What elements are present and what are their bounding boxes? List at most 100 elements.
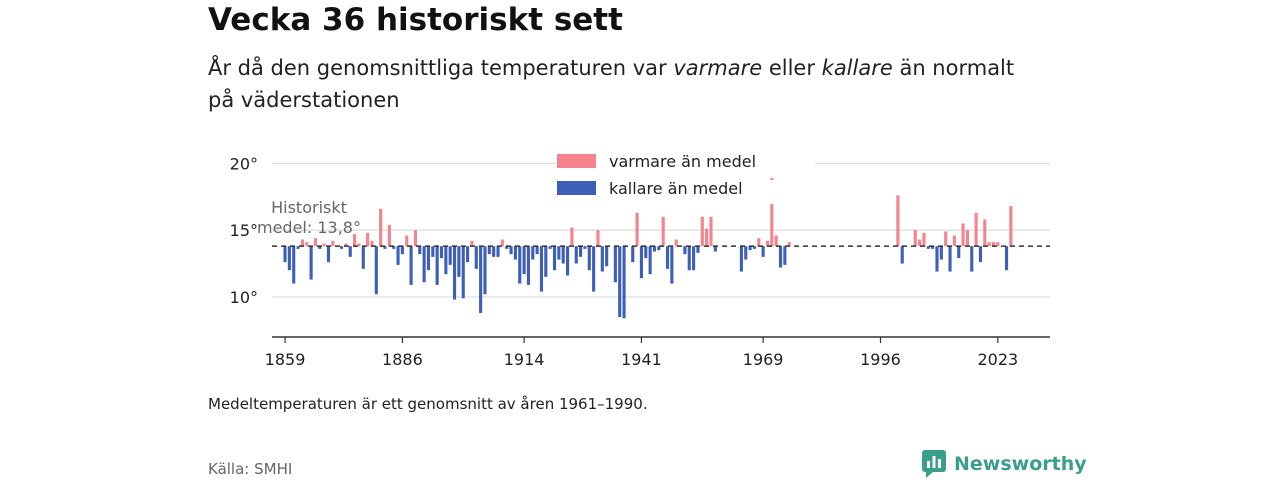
y-tick-label: 10° [230,288,258,307]
x-tick-label: 1886 [382,350,423,369]
bar-cold [557,246,561,260]
bar-warm [379,208,383,247]
y-tick-label: 15° [230,221,258,240]
bar-cold [935,246,939,272]
brand-logo[interactable]: Newsworthy [922,450,1087,478]
bar-cold [309,246,313,280]
bar-cold [535,246,539,255]
bar-warm [983,219,987,247]
bar-cold [287,246,291,271]
x-tick-label: 1996 [860,350,901,369]
bar-warm [344,243,348,247]
bar-warm [913,230,917,247]
bar-warm [787,242,791,247]
bar-cold [444,246,448,275]
bar-cold [487,246,491,255]
bar-cold [692,246,696,271]
bar-cold [931,246,935,249]
bar-cold [978,246,983,263]
bar-cold [539,246,544,292]
bar-cold [657,246,661,251]
x-tick-label: 1859 [265,350,306,369]
bar-cold [374,246,378,295]
bar-cold [548,246,552,249]
bar-warm [705,228,709,247]
bar-warm [1009,206,1013,247]
bar-warm [944,231,948,247]
bar-cold [522,246,526,275]
bar-cold [748,246,752,251]
bar-cold [452,246,457,300]
bar-cold [583,246,587,249]
bar-warm [322,243,326,247]
x-tick-label: 2023 [977,350,1018,369]
bar-cold [670,246,674,284]
bar-cold [739,246,743,272]
bar-cold [326,246,331,263]
bar-warm [596,230,600,247]
bar-cold [479,246,483,313]
bar-warm [413,230,417,247]
bar-cold [761,246,765,257]
bar-cold [926,246,930,249]
bar-cold [492,246,496,257]
bar-cold [1004,246,1009,271]
bar-warm [370,240,374,247]
bar-cold [783,246,787,265]
bar-cold [948,246,952,272]
bar-cold [613,246,617,283]
bar-cold [318,246,322,249]
source-label: Källa: SMHI [208,460,293,478]
bar-cold [426,246,431,271]
bar-cold [496,246,500,257]
bar-warm [635,212,639,247]
bar-cold [600,246,604,272]
bar-cold [939,246,943,260]
bar-cold [561,246,565,264]
legend-label-cold: kallare än medel [609,179,743,198]
bar-warm [357,243,361,247]
bar-cold [778,246,783,268]
bar-cold [361,246,365,269]
legend-label-warm: varmare än medel [609,152,756,171]
bar-cold [526,246,531,285]
bar-warm [991,242,996,247]
bar-cold [652,246,657,252]
bar-cold [448,246,452,265]
bar-cold [509,246,513,255]
newsworthy-logo-icon [922,450,946,478]
bar-warm [709,216,713,247]
bar-warm [570,227,574,247]
bar-cold [744,246,748,260]
bar-cold [618,246,622,317]
chart-subtitle: År då den genomsnittliga temperaturen va… [208,52,1038,116]
bar-warm [774,235,778,247]
bar-warm [313,238,318,247]
bar-cold [466,246,470,263]
bar-warm [366,232,370,247]
bar-cold [579,246,583,257]
bar-warm [922,232,926,247]
bar-cold [648,246,652,275]
bar-warm [974,212,978,247]
bar-warm [987,242,991,247]
bar-cold [483,246,487,295]
bar-cold [752,246,757,249]
legend-background [555,153,815,177]
legend-swatch-cold [557,181,596,195]
bar-cold [505,246,509,249]
y-tick-label: 20° [230,154,258,173]
bar-warm [674,239,678,247]
bar-warm [661,216,665,247]
brand-name: Newsworthy [954,453,1087,475]
subtitle-text-3: än normalt på väderstationen [208,56,1015,112]
bar-cold [422,246,426,283]
chart-title: Vecka 36 historiskt sett [208,2,623,38]
bar-warm [996,242,1000,247]
bar-warm [757,238,761,247]
legend-background [555,180,815,204]
bar-cold [383,246,387,249]
bar-cold [392,246,396,249]
bar-cold [348,246,352,257]
bar-cold [665,246,670,269]
